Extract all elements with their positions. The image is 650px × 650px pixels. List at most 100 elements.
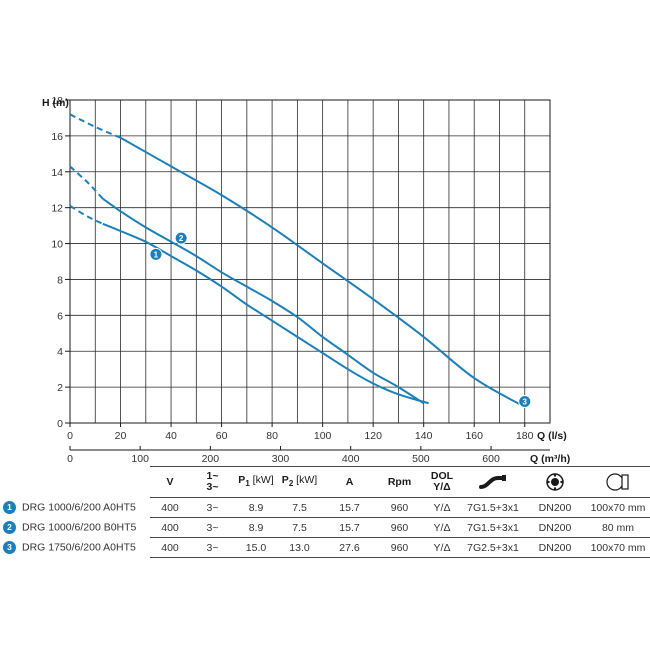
x-tick-label: 160 bbox=[465, 430, 483, 442]
x2-tick-label: 500 bbox=[412, 453, 430, 465]
y-tick-label: 10 bbox=[51, 239, 63, 251]
x-tick-label: 20 bbox=[115, 430, 127, 442]
header-cable bbox=[462, 466, 524, 498]
cell-phase: 3~ bbox=[190, 517, 235, 538]
chart-curves bbox=[69, 113, 526, 408]
cell-a: 15.7 bbox=[322, 497, 377, 518]
header-p1-sub: 1 bbox=[245, 479, 250, 489]
series-badge-2 bbox=[174, 231, 188, 245]
x2-tick-label: 400 bbox=[342, 453, 360, 465]
series-badge-label-1: 1 bbox=[154, 250, 159, 259]
cell-p1: 8.9 bbox=[235, 517, 277, 538]
header-p2-sub: 2 bbox=[288, 479, 294, 489]
cell-rpm: 960 bbox=[377, 537, 422, 558]
y-tick-label: 18 bbox=[51, 95, 63, 107]
header-dol: DOL Y/Δ bbox=[422, 466, 462, 498]
series-badge-label-2: 2 bbox=[179, 234, 184, 243]
chart-series-markers: 1 2 3 bbox=[149, 231, 532, 408]
header-p1: P1 [kW] bbox=[235, 466, 277, 498]
y-axis-label: H (m) bbox=[42, 97, 69, 109]
cell-v: 400 bbox=[150, 497, 190, 518]
cable-icon bbox=[479, 475, 506, 489]
cell-p2: 13.0 bbox=[277, 537, 322, 558]
flange-icon bbox=[546, 473, 564, 491]
chart-grid bbox=[69, 99, 551, 424]
x-tick-label: 0 bbox=[67, 430, 73, 442]
header-dol-top: DOL bbox=[430, 470, 454, 482]
solid-passage-icon bbox=[606, 473, 629, 491]
model-cell: 1 DRG 1000/6/200 A0HT5 bbox=[0, 498, 150, 518]
cell-a: 27.6 bbox=[322, 537, 377, 558]
cell-flange: DN200 bbox=[524, 537, 586, 558]
x-tick-label: 40 bbox=[165, 430, 177, 442]
model-name: DRG 1000/6/200 A0HT5 bbox=[22, 501, 136, 514]
series-badge-1 bbox=[149, 247, 163, 261]
y-tick-label: 6 bbox=[57, 310, 63, 322]
x2-axis-label: Q (m³/h) bbox=[530, 453, 570, 465]
x-tick-label: 180 bbox=[516, 430, 534, 442]
cell-rpm: 960 bbox=[377, 497, 422, 518]
table-row: 1 DRG 1000/6/200 A0HT5 400 3~ 8.9 7.5 15.7 960 Y… bbox=[0, 497, 650, 518]
cell-rpm: 960 bbox=[377, 517, 422, 538]
series-number-badge: 2 bbox=[3, 521, 16, 534]
model-name: DRG 1750/6/200 A0HT5 bbox=[22, 541, 136, 554]
series-badge-3 bbox=[518, 394, 532, 408]
x-tick-label: 100 bbox=[314, 430, 332, 442]
curve-2 bbox=[102, 197, 425, 405]
plot-frame bbox=[69, 99, 551, 424]
x-tick-label: 80 bbox=[266, 430, 278, 442]
header-dol-bottom: Y/Δ bbox=[433, 481, 451, 493]
table-row: 3 DRG 1750/6/200 A0HT5 400 3~ 15.0 13.0 27.6 96… bbox=[0, 537, 650, 558]
header-flange bbox=[524, 466, 586, 498]
header-p2-symbol: P bbox=[281, 473, 289, 486]
cell-v: 400 bbox=[150, 537, 190, 558]
x-tick-label: 60 bbox=[216, 430, 228, 442]
header-passage bbox=[586, 466, 650, 498]
curve-3 bbox=[120, 136, 526, 408]
x-axis-label: Q (l/s) bbox=[537, 430, 567, 442]
header-p1-unit: [kW] bbox=[249, 473, 274, 486]
model-name: DRG 1000/6/200 B0HT5 bbox=[22, 521, 137, 534]
cell-passage: 100x70 mm bbox=[586, 497, 650, 518]
table-row: 2 DRG 1000/6/200 B0HT5 400 3~ 8.9 7.5 15.7 960 Y… bbox=[0, 517, 650, 538]
x2-tick-label: 200 bbox=[202, 453, 220, 465]
cell-cable: 7G1.5+3x1 bbox=[462, 517, 524, 538]
header-p2-unit: [kW] bbox=[293, 473, 318, 486]
cell-dol: Y/Δ bbox=[422, 537, 462, 558]
series-badge-label-3: 3 bbox=[523, 397, 528, 406]
header-p1-symbol: P bbox=[238, 473, 246, 486]
y-tick-label: 14 bbox=[51, 167, 63, 179]
y-tick-label: 8 bbox=[57, 274, 63, 286]
cell-flange: DN200 bbox=[524, 517, 586, 538]
x2-tick-label: 100 bbox=[131, 453, 149, 465]
series-number-badge: 1 bbox=[3, 501, 16, 514]
header-spacer bbox=[0, 467, 150, 498]
x2-tick-label: 600 bbox=[482, 453, 500, 465]
model-cell: 3 DRG 1750/6/200 A0HT5 bbox=[0, 538, 150, 558]
curve-2-dashed bbox=[69, 165, 104, 200]
x-tick-label: 120 bbox=[364, 430, 382, 442]
y-tick-label: 4 bbox=[57, 346, 63, 358]
header-p2: P2 [kW] bbox=[277, 466, 322, 498]
y-tick-label: 2 bbox=[57, 382, 63, 394]
curve-1 bbox=[102, 222, 429, 405]
cell-passage: 80 mm bbox=[586, 517, 650, 538]
table-header-row: V 1~ 3~ P1 [kW] P2 [kW] A Rpm DOL Y/Δ bbox=[0, 466, 650, 498]
cell-a: 15.7 bbox=[322, 517, 377, 538]
cell-phase: 3~ bbox=[190, 537, 235, 558]
cell-cable: 7G2.5+3x1 bbox=[462, 537, 524, 558]
header-phase-top: 1~ bbox=[206, 470, 219, 482]
header-phase: 1~ 3~ bbox=[190, 466, 235, 498]
cell-dol: Y/Δ bbox=[422, 497, 462, 518]
x2-tick-label: 0 bbox=[67, 453, 73, 465]
y-tick-label: 12 bbox=[51, 203, 63, 215]
y-tick-label: 0 bbox=[57, 418, 63, 430]
cell-cable: 7G1.5+3x1 bbox=[462, 497, 524, 518]
cell-dol: Y/Δ bbox=[422, 517, 462, 538]
header-rpm: Rpm bbox=[377, 466, 422, 498]
pump-spec-table: V 1~ 3~ P1 [kW] P2 [kW] A Rpm DOL Y/Δ bbox=[0, 466, 650, 558]
cell-p2: 7.5 bbox=[277, 517, 322, 538]
x-tick-label: 140 bbox=[415, 430, 433, 442]
